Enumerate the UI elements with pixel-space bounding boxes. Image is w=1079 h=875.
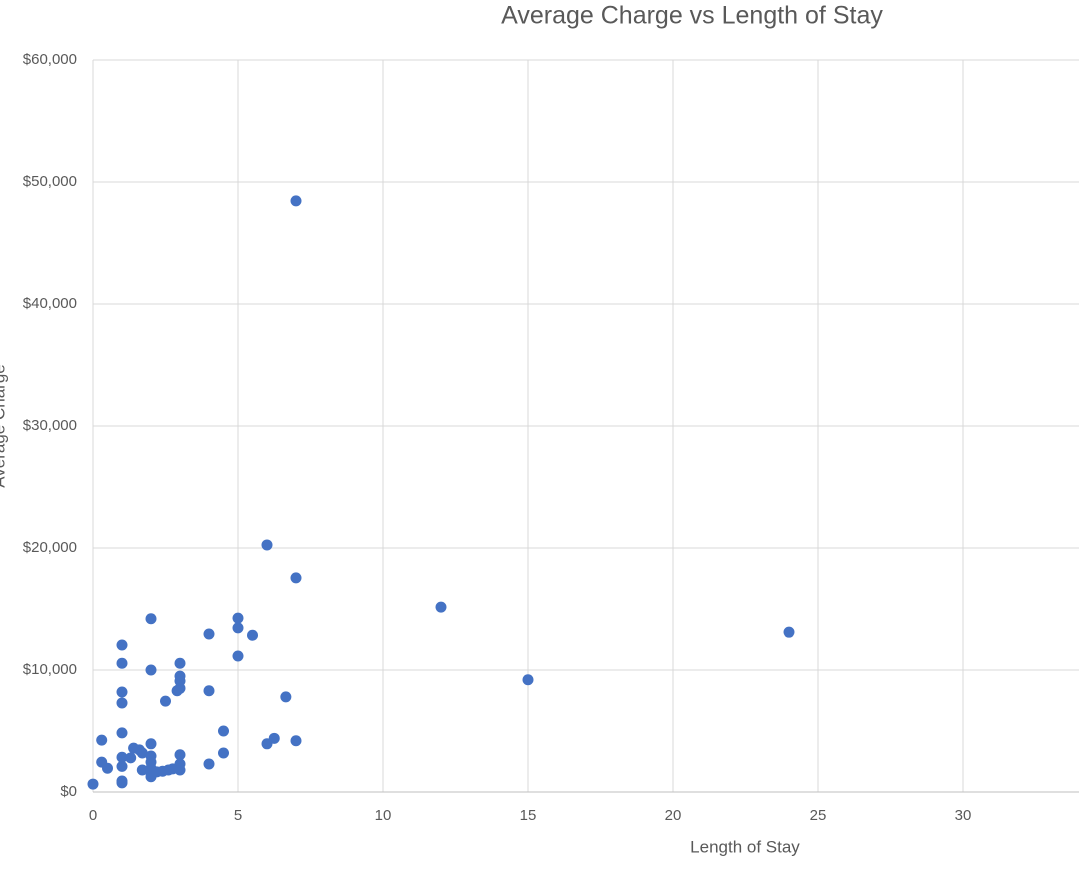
point <box>136 764 148 776</box>
y-tick-label: $20,000 <box>23 539 77 556</box>
point <box>116 760 128 772</box>
chart-title: Average Charge vs Length of Stay <box>501 2 883 30</box>
x-tick-label: 20 <box>665 807 682 824</box>
point <box>116 727 128 739</box>
point <box>261 539 273 551</box>
point <box>96 734 108 746</box>
point <box>247 629 258 641</box>
point <box>116 697 128 709</box>
point <box>203 628 215 640</box>
point <box>174 764 186 776</box>
y-tick-label: $50,000 <box>23 173 77 190</box>
point <box>522 674 534 686</box>
point <box>102 762 113 774</box>
y-tick-label: $40,000 <box>23 295 77 312</box>
point <box>232 612 244 624</box>
point <box>290 735 302 747</box>
x-tick-label: 0 <box>89 807 97 824</box>
point <box>145 613 157 625</box>
point <box>280 691 292 703</box>
x-tick-label: 10 <box>375 807 392 824</box>
point <box>145 664 157 676</box>
x-tick-label: 5 <box>234 807 242 824</box>
x-tick-label: 15 <box>520 807 537 824</box>
point <box>218 725 229 737</box>
point <box>268 732 280 744</box>
point <box>160 695 171 707</box>
point <box>203 685 215 697</box>
y-tick-label: $0 <box>60 783 77 800</box>
point <box>290 195 302 207</box>
point <box>116 777 128 789</box>
y-tick-label: $30,000 <box>23 417 77 434</box>
point <box>218 747 229 759</box>
y-axis-title: Average Charge <box>0 364 8 488</box>
point <box>116 686 128 698</box>
point <box>87 778 99 790</box>
point <box>232 650 244 662</box>
x-tick-label: 25 <box>810 807 827 824</box>
point <box>145 738 157 750</box>
x-axis-title: Length of Stay <box>690 837 800 856</box>
point <box>116 639 128 651</box>
point <box>174 657 186 669</box>
point <box>125 752 137 764</box>
point <box>116 751 128 763</box>
point <box>116 657 128 669</box>
y-tick-label: $60,000 <box>23 51 77 68</box>
y-tick-label: $10,000 <box>23 661 77 678</box>
point <box>203 758 215 770</box>
x-tick-label: 30 <box>955 807 972 824</box>
point <box>136 747 148 759</box>
point <box>232 622 244 634</box>
point <box>171 685 183 697</box>
point <box>435 601 447 613</box>
point <box>174 749 186 761</box>
point <box>783 626 795 638</box>
point <box>290 572 302 584</box>
